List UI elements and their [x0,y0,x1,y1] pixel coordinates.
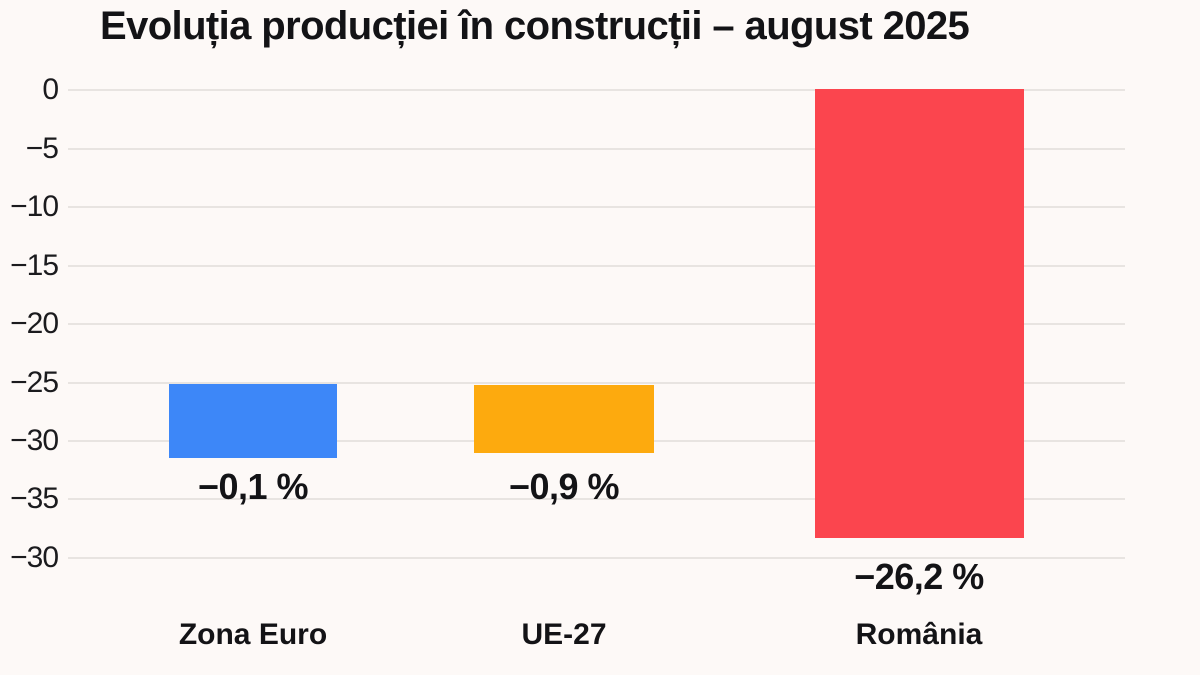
category-label-ue27: UE-27 [521,618,607,651]
bar-romania [815,89,1024,538]
y-axis-tick-label: −35 [10,482,59,515]
y-axis-tick-label: −5 [25,132,59,165]
gridline [68,89,1125,91]
y-axis-tick-label: −30 [10,424,59,457]
y-axis-tick-label: −15 [10,249,59,282]
y-axis-tick-label: 0 [42,73,59,106]
gridline [68,323,1125,325]
chart-title: Evoluția producției în construcții – aug… [100,4,970,48]
bar-zona-euro [169,384,337,458]
y-axis-tick-label: −20 [10,307,59,340]
value-label-romania: −26,2 % [854,556,984,597]
y-axis-tick-label: −25 [10,366,59,399]
gridline [68,265,1125,267]
bar-ue27 [474,385,654,453]
gridline [68,382,1125,384]
value-label-ue27: −0,9 % [508,466,620,507]
category-label-zona-euro: Zona Euro [178,618,328,651]
category-label-romania: România [855,618,983,651]
gridline [68,557,1125,559]
gridline [68,498,1125,500]
y-axis-tick-label: −30 [10,541,59,574]
gridline [68,148,1125,150]
y-axis-tick-label: −10 [10,190,59,223]
value-label-zona-euro: −0,1 % [197,466,309,507]
gridline [68,206,1125,208]
